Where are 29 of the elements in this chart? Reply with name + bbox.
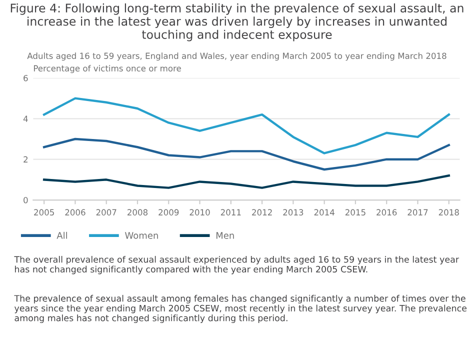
- x-tick-label: 2018: [438, 209, 459, 216]
- line-series: [42, 138, 450, 171]
- chart-title: Figure 4: Following long-term stability in the prevalence of sexual assault, an increase in the latest year was driven largely by increases in unwanted touching and indecent exposure: [10, 3, 464, 42]
- x-tick-label: 2012: [252, 209, 272, 216]
- x-tick-label: 2016: [376, 209, 397, 216]
- y-axis-title: Percentage of victims once or more: [34, 65, 181, 74]
- y-tick-label: 0: [24, 196, 28, 204]
- x-tick-label: 2014: [314, 209, 334, 216]
- legend-label: Men: [216, 232, 234, 239]
- x-tick-label: 2010: [190, 209, 210, 216]
- text: The overall prevalence of sexual assault experienced by adults aged 16 to 59 years in the latest year has not changed significantly compared with the year ending March 2005 CSEW.: [14, 256, 460, 274]
- chart-subtitle: Adults aged 16 to 59 years, England and Wales, year ending March 2005 to year ending March 2018: [27, 52, 446, 61]
- y-tick-label: 4: [23, 116, 28, 122]
- x-tick-label: 2015: [345, 209, 366, 216]
- x-tick-label: 2011: [220, 209, 241, 216]
- x-tick-label: 2007: [96, 209, 116, 216]
- text: The prevalence of sexual assault among females has changed significantly a number of times over the years since the year ending March 2005 CSEW, most recently in the latest survey year. The prevalence among males has not changed significantly during this period.: [14, 294, 467, 323]
- x-tick-label: 2006: [65, 209, 86, 216]
- line-series: [42, 97, 450, 154]
- x-tick-label: 2005: [34, 209, 54, 216]
- line-series: [42, 174, 450, 189]
- y-tick-label: 6: [24, 74, 28, 82]
- legend-label: All: [56, 232, 67, 239]
- x-tick-label: 2009: [158, 209, 179, 216]
- y-tick-label: 2: [24, 156, 28, 162]
- x-tick-label: 2013: [283, 209, 304, 216]
- x-tick-label: 2008: [128, 209, 148, 216]
- legend-label: Women: [125, 232, 158, 239]
- x-tick-label: 2017: [408, 209, 428, 216]
